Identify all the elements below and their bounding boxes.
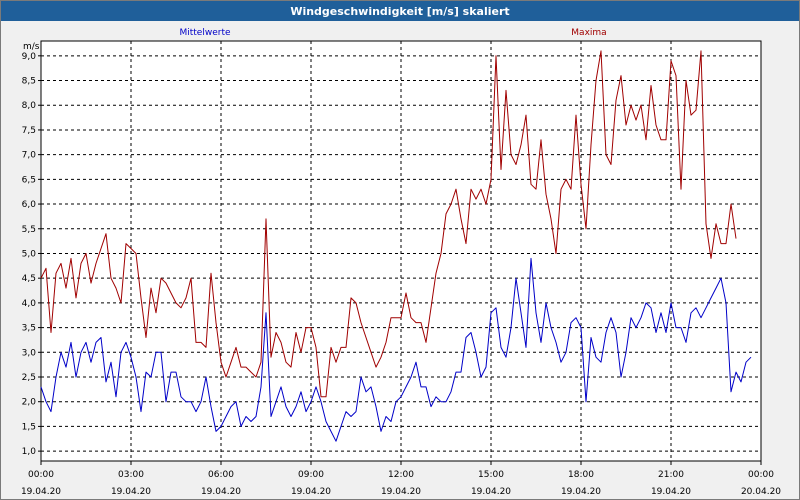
series-line-maxima [40, 50, 737, 398]
y-axis-unit: m/s [23, 42, 40, 52]
y-tick-label: 4,5 [22, 274, 36, 284]
legend: Mittelwerte Maxima [179, 28, 606, 38]
y-tick-label: 6,5 [22, 175, 36, 185]
x-tick-date-label: 19.04.20 [381, 487, 421, 497]
x-tick-time-label: 06:00 [208, 470, 234, 480]
legend-label-mittelwerte: Mittelwerte [179, 28, 230, 38]
y-tick-label: 9,0 [22, 52, 37, 62]
series-lines [40, 50, 752, 442]
x-tick-time-label: 18:00 [568, 470, 594, 480]
window-title: Windgeschwindigkeit [m/s] skaliert [1, 1, 799, 21]
x-tick-time-label: 00:00 [28, 470, 54, 480]
y-tick-label: 3,5 [22, 324, 36, 334]
y-tick-label: 2,5 [22, 373, 36, 383]
y-tick-label: 7,5 [22, 126, 36, 136]
x-tick-date-label: 19.04.20 [21, 487, 61, 497]
x-tick-date-label: 19.04.20 [561, 487, 601, 497]
x-tick-date-label: 20.04.20 [741, 487, 781, 497]
y-tick-label: 5,0 [22, 249, 37, 259]
y-tick-label: 2,0 [22, 398, 37, 408]
x-tick-date-label: 19.04.20 [111, 487, 151, 497]
x-axis: 00:00 19.04.20 03:00 19.04.20 06:00 19.04.20 0… [21, 461, 781, 497]
grid [41, 41, 761, 461]
y-tick-label: 8,5 [22, 77, 36, 87]
y-tick-label: 5,5 [22, 225, 36, 235]
x-tick-date-label: 19.04.20 [201, 487, 241, 497]
x-tick-time-label: 12:00 [388, 470, 414, 480]
y-tick-label: 3,0 [22, 348, 37, 358]
x-tick-time-label: 21:00 [658, 470, 684, 480]
x-tick-time-label: 09:00 [298, 470, 324, 480]
series-line-mittelwerte [40, 257, 752, 442]
y-tick-label: 6,0 [22, 200, 37, 210]
x-tick-time-label: 00:00 [748, 470, 774, 480]
x-tick-date-label: 19.04.20 [291, 487, 331, 497]
x-tick-date-label: 19.04.20 [471, 487, 511, 497]
x-tick-time-label: 15:00 [478, 470, 504, 480]
y-tick-label: 1,0 [22, 447, 37, 457]
x-tick-date-label: 19.04.20 [651, 487, 691, 497]
y-tick-label: 4,0 [22, 299, 37, 309]
y-tick-label: 8,0 [22, 101, 37, 111]
y-tick-label: 7,0 [22, 151, 37, 161]
y-tick-label: 1,5 [22, 422, 36, 432]
x-tick-time-label: 03:00 [118, 470, 144, 480]
legend-label-maxima: Maxima [571, 28, 606, 38]
y-axis: 1,0 1,5 2,0 2,5 3,0 3,5 4,0 4,5 5,0 5,5 6,0 6,5 7,0 7… [22, 52, 41, 457]
